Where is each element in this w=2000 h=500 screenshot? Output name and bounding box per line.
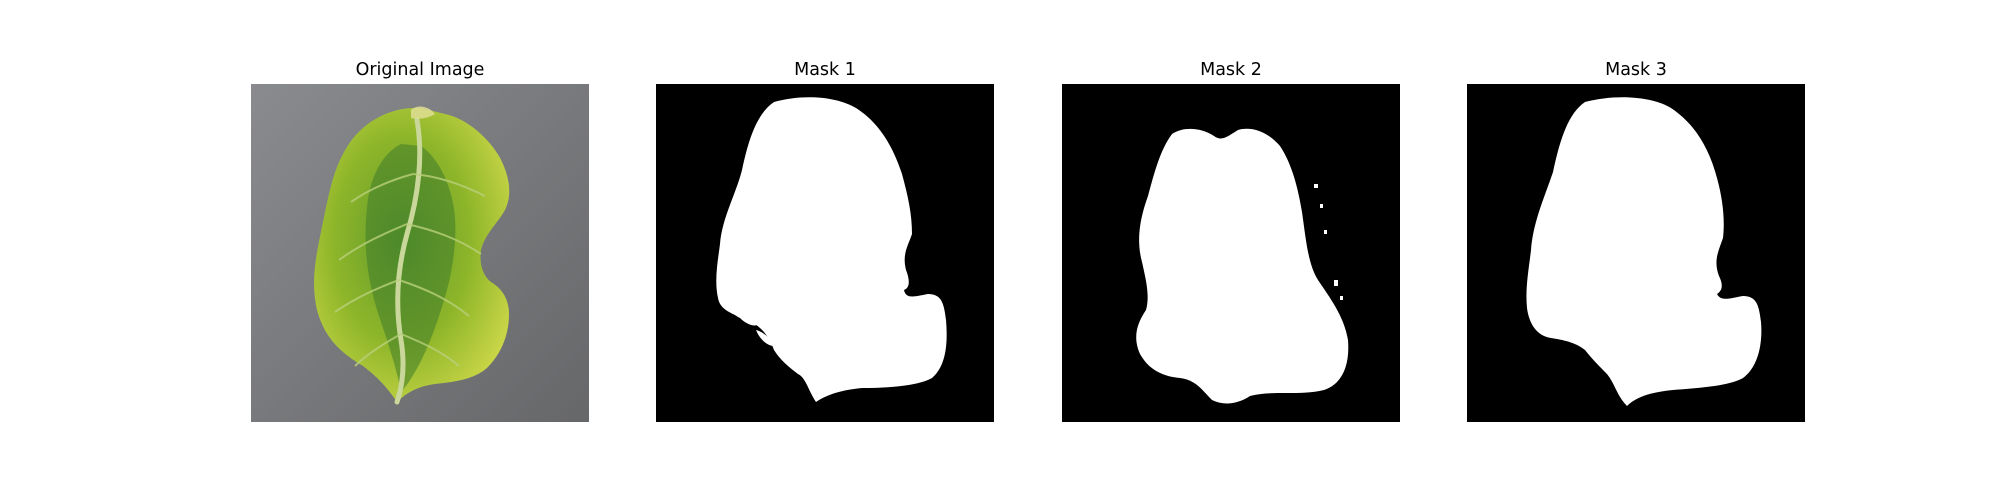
leaf-tip [411, 106, 435, 119]
mask-1-image [656, 84, 994, 422]
leaf-midrib [394, 117, 423, 405]
mask-1-foreground [716, 97, 947, 402]
mask-2-image [1062, 84, 1400, 422]
leaf-dark-patch [365, 144, 456, 392]
leaf-veins [334, 173, 486, 367]
panel-title-mask-2: Mask 2 [1200, 60, 1262, 80]
panel-title-mask-3: Mask 3 [1605, 60, 1667, 80]
mask-3-foreground [1526, 97, 1762, 406]
mask-1-fragment-b [756, 330, 774, 346]
original-leaf-image [251, 84, 589, 422]
mask-3-image [1467, 84, 1805, 422]
panel-title-original-image: Original Image [355, 60, 485, 80]
mask-1-fragment-a [727, 302, 760, 326]
mask-2-foreground [1136, 128, 1349, 404]
panel-title-mask-1: Mask 1 [794, 60, 856, 80]
